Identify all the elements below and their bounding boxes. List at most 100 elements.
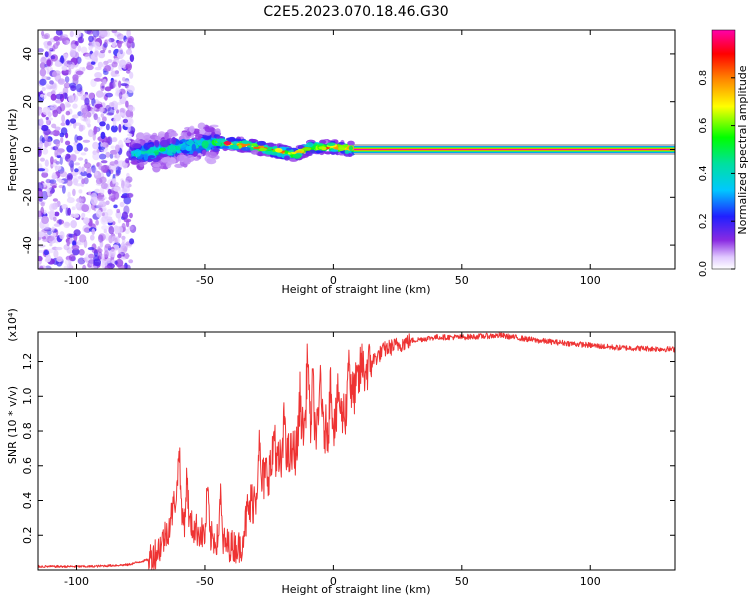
heatmap-cell [157,131,166,137]
snr-panel: -100 -50 0 50 100 0.2 0.4 0.6 0.8 1.0 1.2 Height o… [6,308,676,596]
heatmap-cell [70,44,78,49]
heatmap-cell [91,164,96,174]
heatmap-cell [56,165,62,170]
heatmap-cell [74,40,79,47]
heatmap-cell [51,174,58,180]
heatmap-cell [338,141,345,145]
heatmap-cell [99,146,106,150]
snr-y-tick-label: 0.2 [21,527,34,545]
heatmap-cell [116,225,124,234]
heatmap-cell [91,249,99,254]
heatmap-cell [317,143,324,146]
heatmap-cell [72,175,80,183]
heatmap-cell [164,131,169,140]
heatmap-cell [88,129,94,138]
heatmap-cell [84,158,88,164]
heatmap-cell [44,33,50,40]
heatmap-cell [80,46,88,54]
heatmap-cell [81,204,90,213]
heatmap-cell [227,137,236,142]
heatmap-cell [100,182,108,189]
heatmap-cell [112,178,116,185]
heatmap-cell [94,50,99,57]
heatmap-cell [49,210,55,217]
heatmap-cell [54,149,58,158]
heatmap-cell [52,45,56,52]
heatmap-cell [241,140,250,145]
heatmap-cell [125,158,130,164]
heatmap-cell [84,30,92,34]
heatmap-cell [95,219,99,226]
heatmap-cell [64,101,70,108]
heatmap-cell [111,30,118,34]
heatmap-cell [73,178,78,186]
heatmap-cell [191,143,196,152]
heatmap-cell [195,133,202,141]
heatmap-cell [148,155,156,159]
heatmap-cell [94,188,100,193]
heatmap-cell [88,35,94,42]
heatmap-cell [72,144,78,153]
heatmap-cell [115,87,121,94]
heatmap-cell [100,113,105,118]
heatmap-cell [55,246,63,251]
heatmap-cell [75,202,81,209]
heatmap-cell [338,146,346,152]
heatmap-cell [59,156,63,165]
heatmap-cell [67,191,71,199]
heatmap-cell [193,157,200,161]
heatmap-cell [147,157,152,161]
heatmap-cell [129,54,135,62]
heatmap-cell [42,148,49,155]
heatmap-cell [109,248,116,258]
heatmap-cell [343,152,353,157]
heatmap-cell [100,160,108,164]
heatmap-cell [108,81,116,89]
heatmap-cell [43,227,52,232]
heatmap-cell [108,38,115,43]
heatmap-cell [57,78,65,85]
heatmap-cell [91,167,98,173]
heatmap-cell [77,36,85,44]
heatmap-cell [65,207,69,217]
spectrogram-panel: -100 -50 0 50 100 -40 -20 0 20 40 Height of strai… [6,29,676,296]
heatmap-cell [50,104,58,110]
heatmap-cell [117,40,122,49]
heatmap-cell [39,118,44,126]
colorbar-label: Normalized spectral amplitude [736,65,749,234]
heatmap-cell [47,111,52,118]
heatmap-cell [44,141,49,148]
heatmap-cell [251,143,258,146]
heatmap-cell [38,168,46,172]
heatmap-cell [119,112,124,116]
heatmap-cell [93,113,98,121]
heatmap-cell [105,200,110,206]
heatmap-cell [40,56,47,64]
heatmap-cell [40,94,44,98]
heatmap-cell [52,109,58,118]
spectrogram-ticks: -100 -50 0 50 100 -40 -20 0 20 40 [21,30,675,287]
heatmap-cell [83,227,90,233]
heatmap-cell [121,180,125,189]
heatmap-cell [93,258,102,267]
heatmap-cell [152,163,162,168]
heatmap-cell [38,124,42,130]
heatmap-cell [72,248,80,256]
snr-y-tick-label: 0.4 [21,492,34,510]
heatmap-cell [93,41,101,48]
heatmap-cell [78,124,84,132]
heatmap-cell [69,160,75,168]
heatmap-cell [344,149,350,154]
heatmap-cell [159,154,169,158]
heatmap-cell [39,68,47,77]
spectrogram-y-tick-label: -20 [21,188,34,206]
heatmap-cell [103,228,108,234]
heatmap-cell [100,131,106,140]
heatmap-cell [216,138,226,143]
heatmap-cell [54,61,63,67]
heatmap-cell [52,146,59,151]
heatmap-cell [125,109,132,118]
heatmap-cell [115,258,124,267]
heatmap-cell [127,37,133,44]
heatmap-cell [204,126,215,133]
